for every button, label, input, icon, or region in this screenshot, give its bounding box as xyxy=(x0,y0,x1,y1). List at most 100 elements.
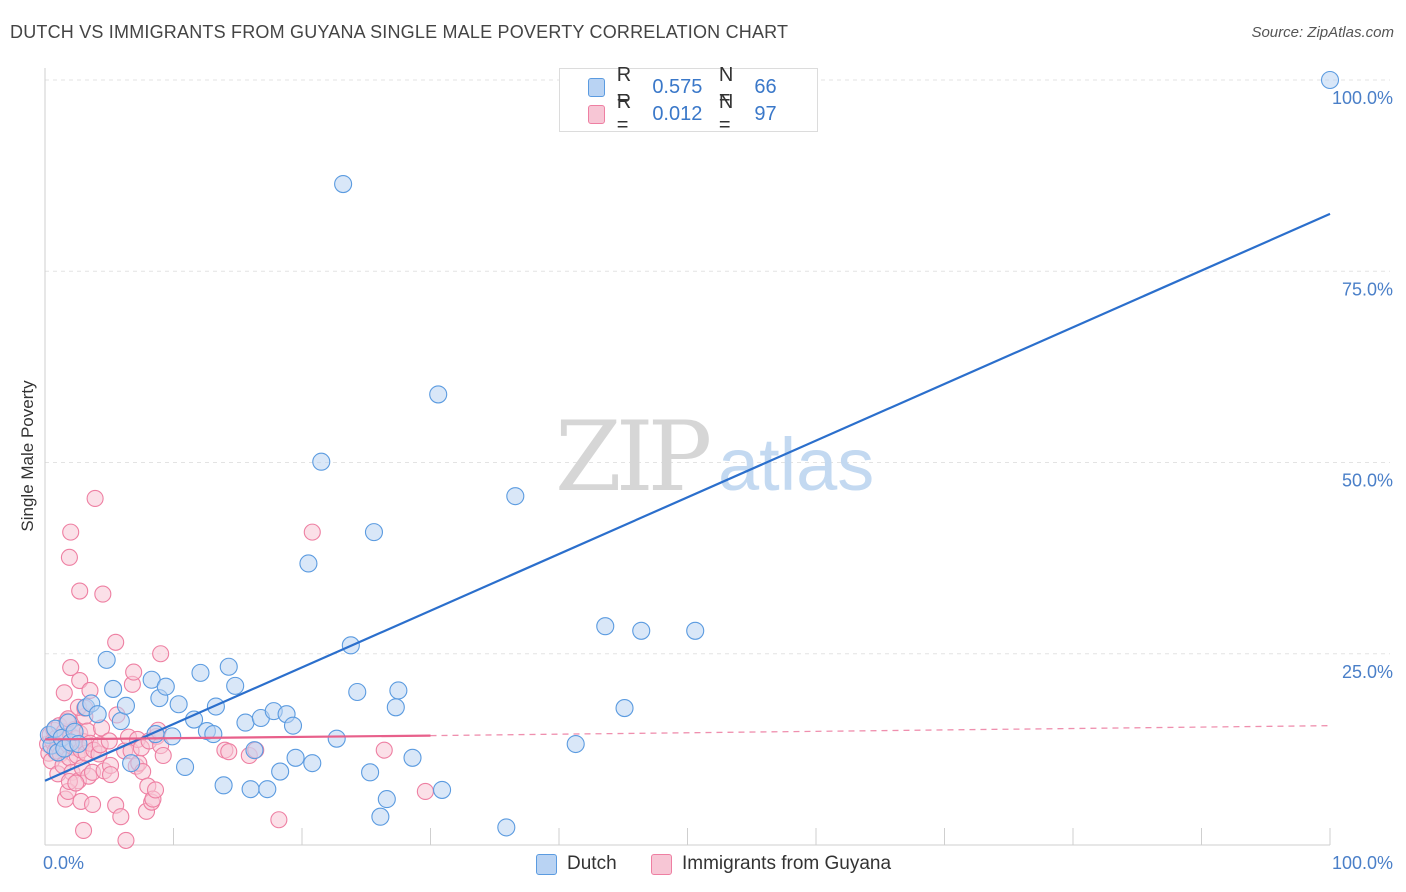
dutch-point xyxy=(566,734,585,754)
dutch-point xyxy=(389,681,408,700)
guyana-point xyxy=(55,684,73,702)
legend-r-label: R = xyxy=(616,64,632,109)
guyana-point xyxy=(94,585,112,603)
guyana-point xyxy=(86,489,104,508)
y-tick-label: 50.0% xyxy=(1342,471,1393,491)
grid-layer xyxy=(45,79,1390,655)
series-legend: Dutch Immigrants from Guyana xyxy=(0,853,1406,877)
series-label-guyana: Immigrants from Guyana xyxy=(682,853,892,874)
guyana-point xyxy=(71,671,89,690)
dutch-point xyxy=(88,705,107,724)
guyana-point xyxy=(270,811,288,829)
dutch-point xyxy=(258,780,277,799)
dutch-point xyxy=(596,617,615,636)
dutch-point xyxy=(116,696,136,715)
legend-r-value-guyana: 0.012 xyxy=(652,102,703,125)
guyana-point xyxy=(62,658,80,677)
guyana-point xyxy=(125,663,143,681)
source-credit: Source: ZipAtlas.com xyxy=(1251,24,1394,41)
series-swatch-guyana xyxy=(651,853,672,875)
dutch-point xyxy=(176,757,195,777)
dutch-point xyxy=(156,677,175,696)
guyana-trend-extension xyxy=(430,725,1331,737)
dutch-point xyxy=(303,754,322,773)
legend-r-label: R = xyxy=(616,91,632,136)
chart-title: DUTCH VS IMMIGRANTS FROM GUYANA SINGLE M… xyxy=(10,22,789,42)
dutch-point xyxy=(271,762,290,781)
dutch-point xyxy=(122,754,141,773)
legend-n-label: N = xyxy=(718,91,734,136)
legend-swatch-dutch xyxy=(588,77,605,97)
dutch-point xyxy=(312,452,331,471)
dutch-point xyxy=(283,716,303,735)
dutch-point xyxy=(191,663,210,682)
dutch-points xyxy=(39,70,1340,837)
guyana-point xyxy=(101,766,120,784)
watermark-zip: ZIP xyxy=(555,401,710,513)
x-tick-label: 0.0% xyxy=(43,853,84,873)
tick-labels: 25.0% 50.0% 75.0% 100.0% 0.0% 100.0% xyxy=(43,88,1393,873)
dutch-trend-line xyxy=(44,212,1331,782)
series-legend-dutch[interactable]: Dutch xyxy=(536,853,617,875)
dutch-point xyxy=(169,695,188,714)
guyana-point xyxy=(416,782,434,801)
y-tick-label: 100.0% xyxy=(1332,88,1393,108)
trend-lines xyxy=(44,212,1331,782)
guyana-point xyxy=(100,732,118,750)
watermark: ZIP atlas xyxy=(555,401,874,513)
dutch-point xyxy=(686,621,705,640)
legend-n-value-dutch: 66 xyxy=(754,75,777,98)
legend-n-label: N = xyxy=(718,64,734,109)
dutch-point xyxy=(348,682,367,702)
series-legend-guyana[interactable]: Immigrants from Guyana xyxy=(651,853,891,875)
dutch-point xyxy=(204,725,223,744)
dutch-point xyxy=(236,713,255,732)
dutch-point xyxy=(299,554,318,573)
dutch-point xyxy=(1320,70,1340,90)
dutch-point xyxy=(632,621,651,640)
dutch-point xyxy=(377,790,396,809)
guyana-point xyxy=(117,831,135,849)
legend-row-guyana: R = 0.012 N = 97 xyxy=(560,91,817,136)
dutch-point xyxy=(327,729,346,748)
y-tick-label: 75.0% xyxy=(1342,279,1393,299)
guyana-point xyxy=(71,582,89,600)
guyana-point xyxy=(75,821,93,840)
dutch-point xyxy=(163,727,182,746)
dutch-point xyxy=(433,780,452,799)
watermark-atlas: atlas xyxy=(718,423,874,506)
dutch-point xyxy=(111,712,130,731)
guyana-point xyxy=(220,743,238,761)
guyana-point xyxy=(375,741,393,759)
axes-layer xyxy=(44,68,1331,846)
series-swatch-dutch xyxy=(536,853,557,875)
dutch-point xyxy=(104,679,123,698)
dutch-point xyxy=(286,748,305,767)
guyana-point xyxy=(107,633,125,651)
legend-r-value-dutch: 0.575 xyxy=(652,75,703,98)
dutch-point xyxy=(245,741,264,760)
y-tick-label: 25.0% xyxy=(1342,662,1393,682)
dutch-point xyxy=(241,780,260,799)
dutch-point xyxy=(386,698,405,717)
guyana-point xyxy=(154,746,172,765)
series-label-dutch: Dutch xyxy=(567,853,617,874)
dutch-point xyxy=(615,699,634,718)
guyana-point xyxy=(62,523,80,541)
legend-n-value-guyana: 97 xyxy=(754,102,777,125)
guyana-point xyxy=(67,774,85,792)
dutch-point xyxy=(219,657,238,676)
guyana-point xyxy=(83,795,102,814)
dutch-point xyxy=(371,807,390,826)
legend-swatch-guyana xyxy=(588,104,605,124)
dutch-point xyxy=(497,818,516,837)
dutch-point xyxy=(226,676,245,695)
dutch-point xyxy=(429,385,448,404)
guyana-point xyxy=(152,645,170,663)
guyana-point xyxy=(60,548,78,566)
dutch-point xyxy=(506,487,525,506)
dutch-point xyxy=(214,776,233,795)
dutch-point xyxy=(334,174,353,194)
guyana-trend-line xyxy=(44,734,431,741)
